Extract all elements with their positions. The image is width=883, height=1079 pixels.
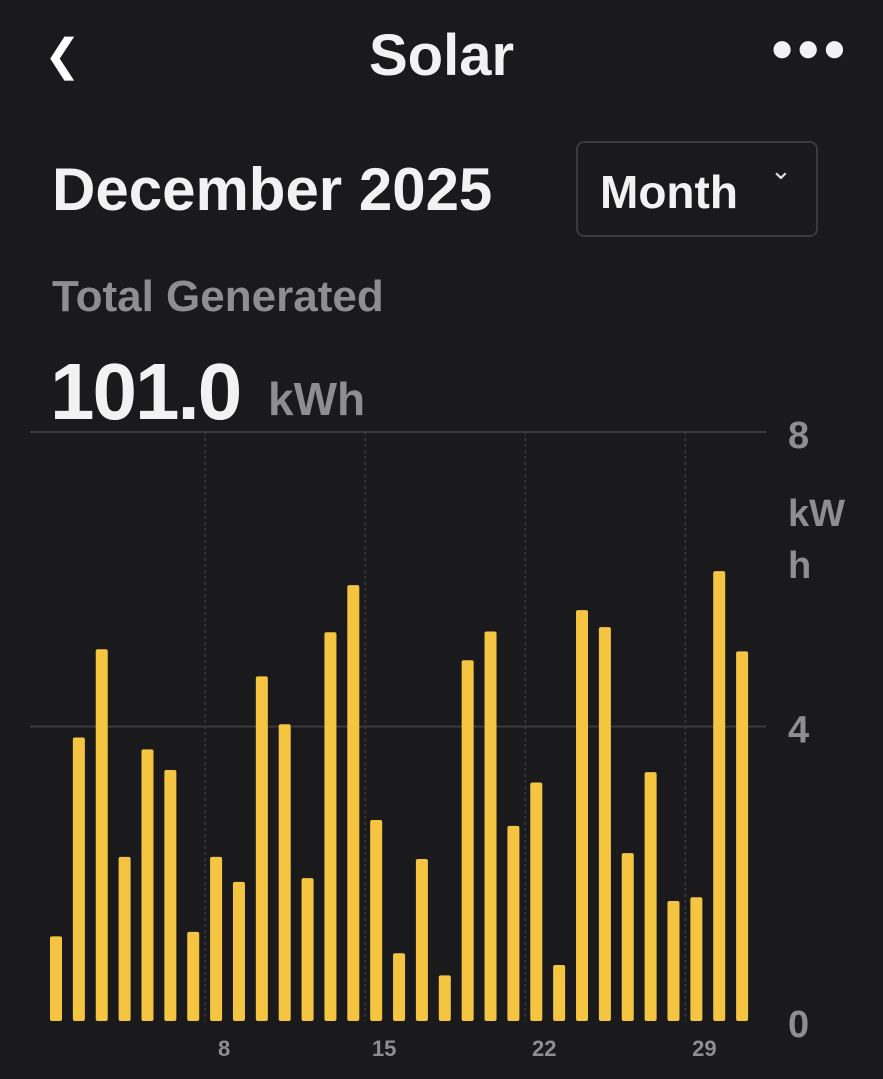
bar-day-25 <box>598 627 611 1021</box>
bar-day-31 <box>736 651 749 1021</box>
bar-day-18 <box>438 975 451 1021</box>
ellipsis-icon: ●●● <box>770 26 849 70</box>
x-tick-label: 15 <box>372 1036 396 1061</box>
page-title: Solar <box>368 23 515 88</box>
bar-day-28 <box>667 900 680 1021</box>
bar-day-3 <box>95 649 108 1021</box>
bar-day-8 <box>210 856 223 1021</box>
chevron-down-icon: ⌄ <box>770 155 792 185</box>
more-button[interactable]: ●●● <box>770 26 848 71</box>
period-selector[interactable]: Month ⌄ <box>576 141 818 237</box>
bar-day-14 <box>347 585 360 1021</box>
bar-day-12 <box>301 878 314 1021</box>
bar-day-13 <box>324 632 337 1021</box>
bar-day-4 <box>118 856 131 1021</box>
bar-day-22 <box>530 782 543 1021</box>
y-tick-label: 0 <box>788 1004 809 1046</box>
bar-day-23 <box>553 965 566 1021</box>
back-button[interactable]: ❮ <box>44 30 81 81</box>
total-label: Total Generated <box>52 272 384 321</box>
bar-day-29 <box>690 897 703 1021</box>
bar-day-1 <box>50 936 62 1021</box>
bar-day-30 <box>713 571 726 1021</box>
bar-day-16 <box>393 953 406 1021</box>
y-axis-unit: kW <box>788 493 845 535</box>
y-axis-unit: h <box>788 545 811 587</box>
x-tick-label: 29 <box>692 1036 716 1061</box>
bar-day-6 <box>164 769 177 1021</box>
total-unit: kWh <box>268 373 366 425</box>
y-tick-label: 8 <box>788 415 809 457</box>
bar-day-21 <box>507 825 520 1021</box>
bar-day-19 <box>461 660 474 1021</box>
total-value: 101.0 <box>50 347 242 436</box>
bar-day-15 <box>370 820 383 1021</box>
bar-day-2 <box>72 737 85 1021</box>
period-selector-value: Month <box>600 166 738 218</box>
bar-day-9 <box>232 881 245 1021</box>
bar-day-26 <box>621 853 634 1021</box>
x-tick-label: 22 <box>532 1036 556 1061</box>
x-tick-label: 8 <box>218 1036 230 1061</box>
period-label: December 2025 <box>52 156 493 223</box>
bar-day-7 <box>187 931 200 1021</box>
bar-day-17 <box>415 859 428 1021</box>
bar-day-20 <box>484 631 497 1021</box>
bar-day-10 <box>255 676 268 1021</box>
bar-day-5 <box>141 749 154 1021</box>
chevron-left-icon: ❮ <box>44 31 81 80</box>
bar-day-27 <box>644 772 657 1021</box>
y-tick-label: 4 <box>788 710 809 752</box>
bar-day-11 <box>278 724 291 1021</box>
bar-day-24 <box>576 610 589 1021</box>
